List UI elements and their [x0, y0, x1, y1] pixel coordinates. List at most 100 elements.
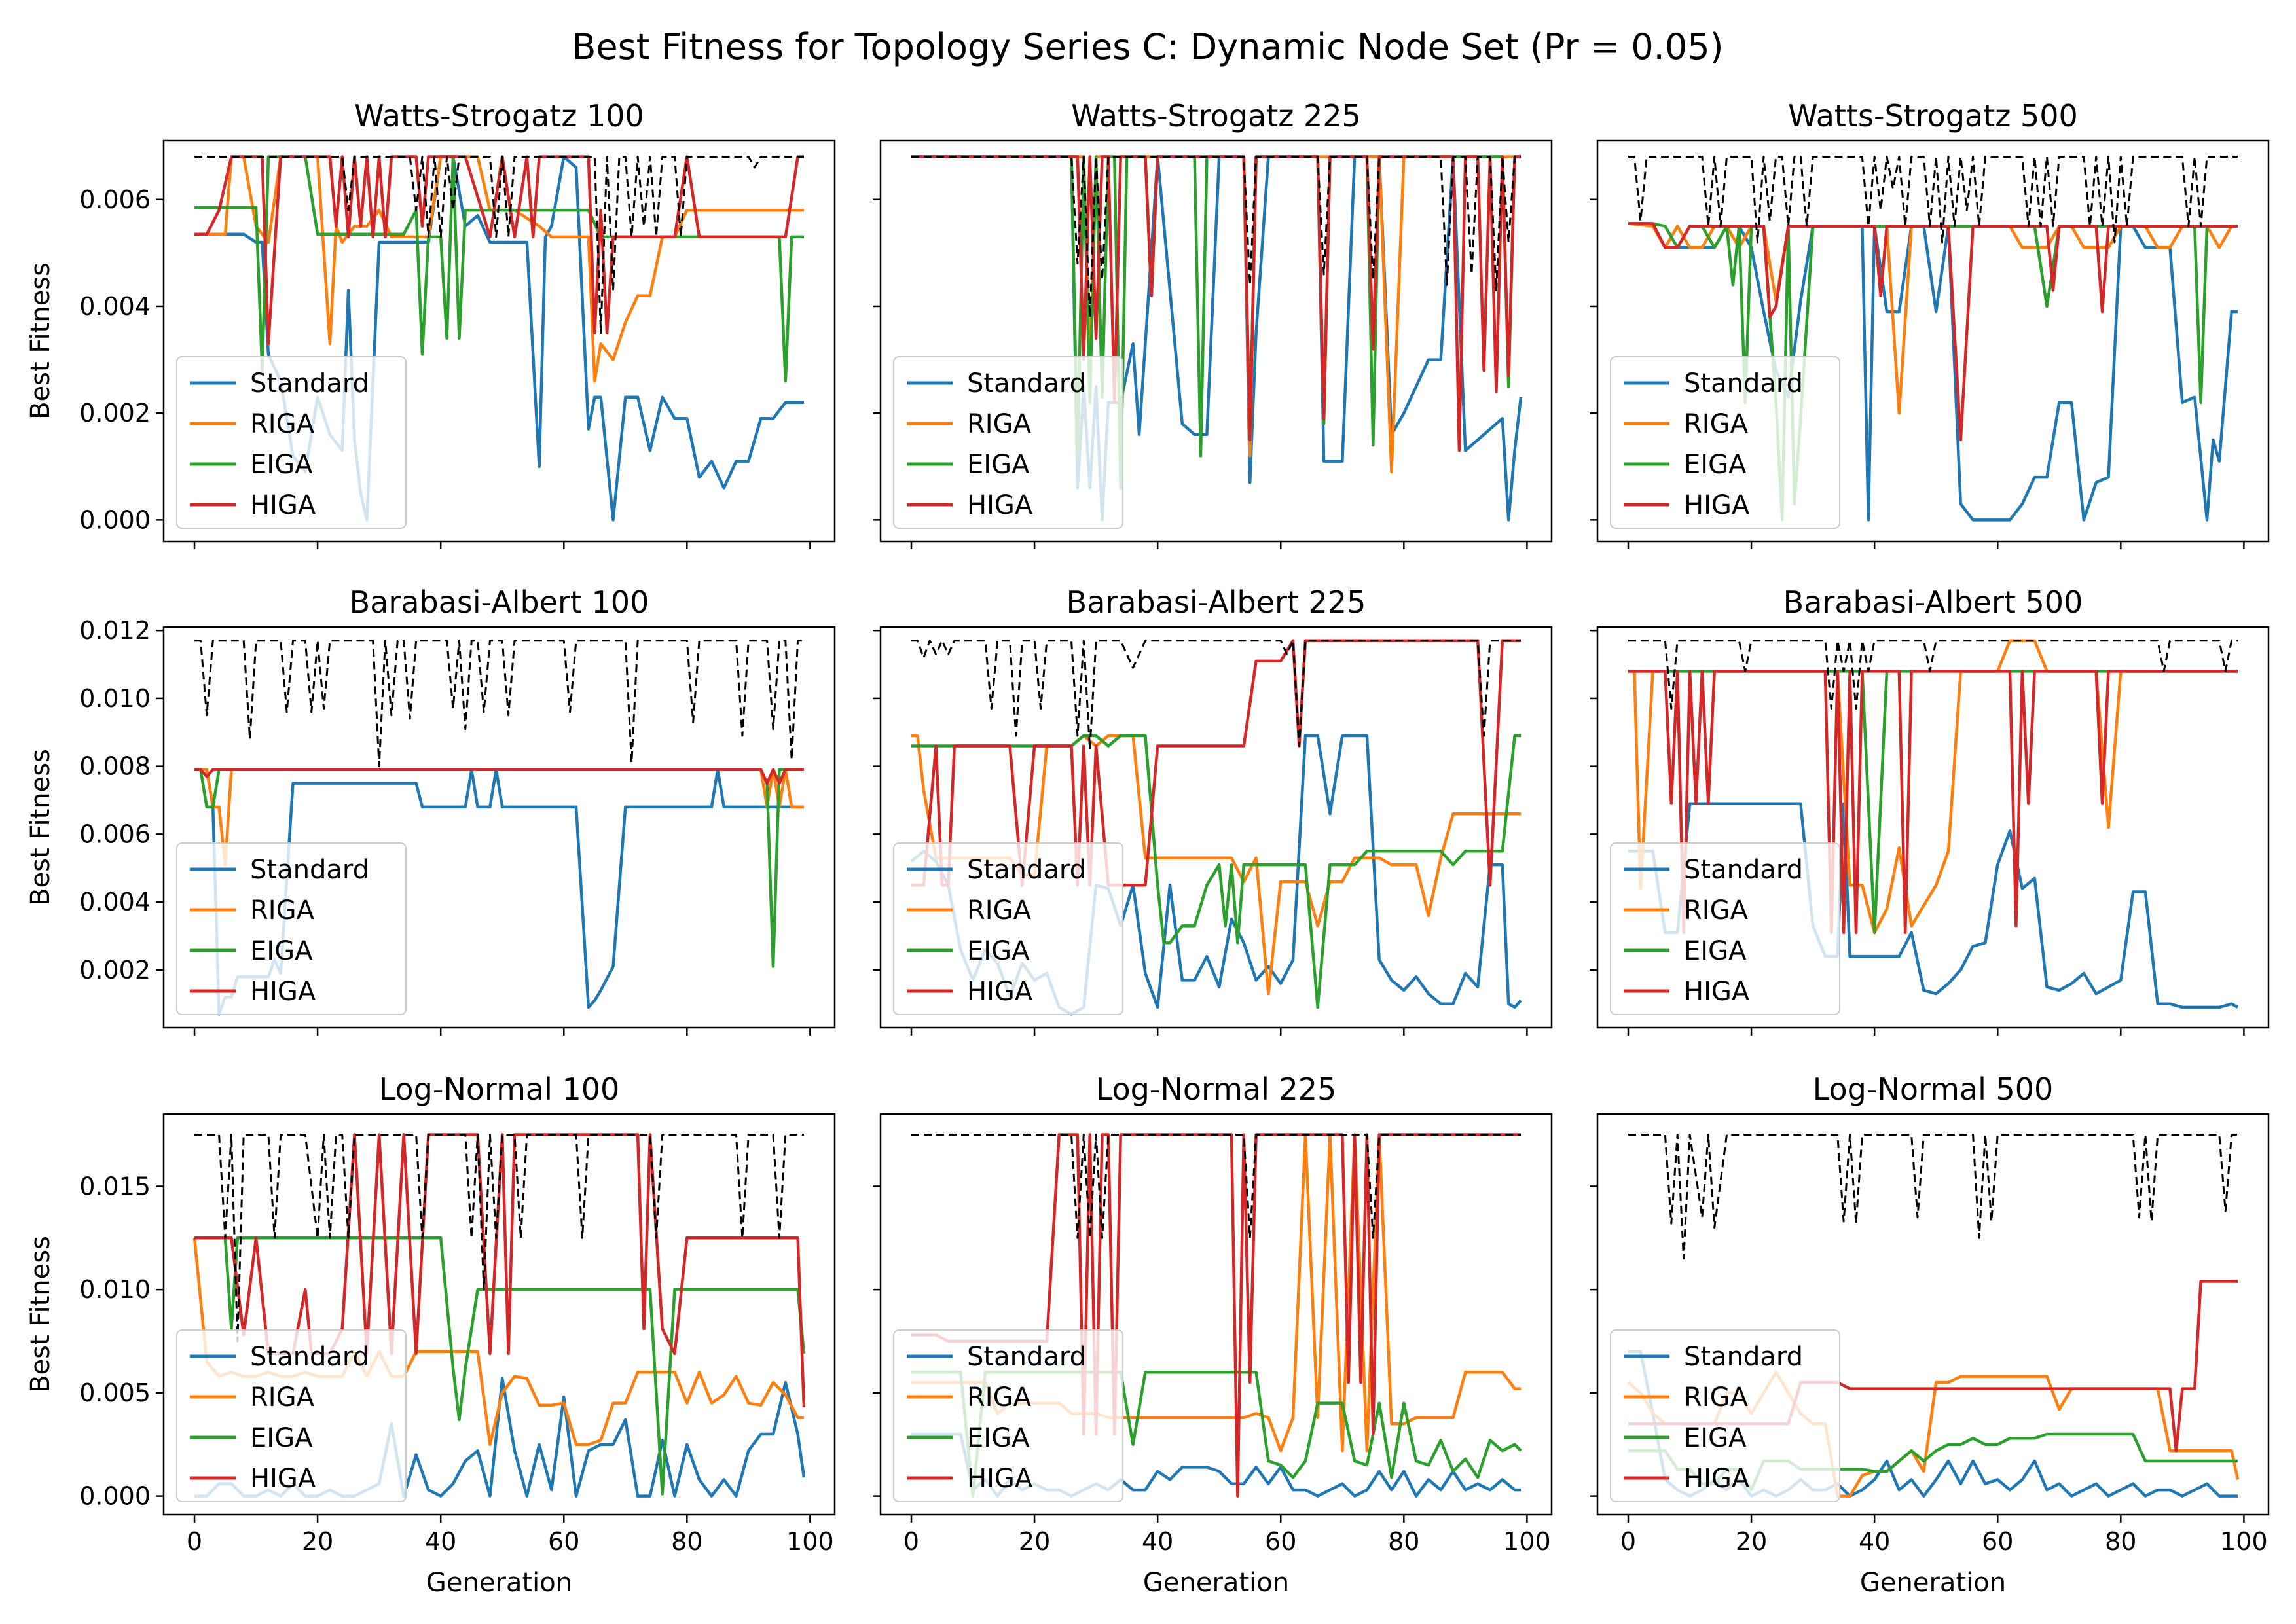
y-tick-label: 0.015	[79, 1172, 151, 1200]
series-line-higa	[194, 1133, 806, 1408]
axes-frame	[879, 139, 1553, 543]
series-line-max	[194, 156, 804, 334]
series-line-eiga	[911, 734, 1521, 1009]
x-tick-label: 60	[548, 1527, 579, 1556]
x-axis-label: Generation	[1860, 1568, 2006, 1598]
legend-label-standard: Standard	[967, 1342, 1086, 1372]
y-axis-label: Best Fitness	[26, 262, 56, 420]
series-line-max	[1628, 156, 2238, 244]
subplot-title: Watts-Strogatz 500	[1788, 98, 2078, 134]
legend-label-riga: RIGA	[967, 1382, 1032, 1413]
legend-label-eiga: EIGA	[967, 1423, 1030, 1453]
legend-label-standard: Standard	[250, 1342, 369, 1372]
subplot-watts-strogatz-100: Watts-Strogatz 100 0.000 0.002 0.004 0.006 Be…	[26, 98, 836, 549]
legend-box	[1610, 1329, 1840, 1502]
x-tick-label: 80	[1388, 1527, 1419, 1556]
legend-label-riga: RIGA	[967, 409, 1032, 439]
x-tick-label: 60	[1265, 1527, 1296, 1556]
y-tick-label: 0.000	[79, 505, 151, 534]
subplot-title: Barabasi-Albert 225	[1066, 585, 1366, 620]
y-tick-label: 0.000	[79, 1482, 151, 1511]
legend: Standard RIGA EIGA HIGA	[176, 356, 407, 529]
legend-box	[893, 1329, 1123, 1502]
legend: Standard RIGA EIGA HIGA	[893, 1329, 1123, 1502]
subplot-log-normal-225: Log-Normal 225 0 20 40 60 80 100 Generation Stan…	[873, 1072, 1553, 1598]
series-line-standard	[1628, 802, 2239, 1009]
legend-label-riga: RIGA	[250, 895, 315, 926]
legend-label-standard: Standard	[967, 369, 1086, 399]
legend-label-eiga: EIGA	[1684, 936, 1747, 966]
subplot-log-normal-100: Log-Normal 100 0 20 40 60 80 100 0.000 0.005 0.01…	[26, 1072, 836, 1598]
subplot-watts-strogatz-500: Watts-Strogatz 500 Standard RIGA EIGA HIGA	[1590, 98, 2270, 549]
legend-label-higa: HIGA	[1684, 977, 1750, 1007]
series-line-max	[911, 1134, 1521, 1239]
x-tick-label: 40	[1859, 1527, 1890, 1556]
series-line-max	[1628, 640, 2238, 710]
y-tick-label: 0.008	[79, 752, 151, 781]
legend: Standard RIGA EIGA HIGA	[1610, 356, 1840, 529]
legend-box	[893, 842, 1123, 1015]
series-group	[194, 640, 804, 1016]
x-tick-label: 40	[1142, 1527, 1173, 1556]
x-tick-label: 60	[1982, 1527, 2013, 1556]
legend-label-eiga: EIGA	[967, 936, 1030, 966]
x-tick-label: 20	[302, 1527, 333, 1556]
axes-frame	[879, 1113, 1553, 1516]
x-axis-label: Generation	[1143, 1568, 1289, 1598]
legend-box	[1610, 356, 1840, 529]
subplot-title: Log-Normal 100	[379, 1072, 620, 1107]
y-tick-label: 0.010	[79, 684, 151, 713]
legend-box	[1610, 842, 1840, 1015]
legend: Standard RIGA EIGA HIGA	[1610, 842, 1840, 1015]
y-tick-label: 0.006	[79, 185, 151, 214]
x-tick-label: 20	[1736, 1527, 1767, 1556]
series-group	[1628, 156, 2238, 522]
x-tick-label: 0	[187, 1527, 202, 1556]
subplot-title: Log-Normal 225	[1096, 1072, 1337, 1107]
series-line-max	[194, 1134, 804, 1343]
series-line-higa	[911, 155, 1521, 452]
series-line-max	[194, 640, 804, 768]
y-tick-label: 0.004	[79, 888, 151, 916]
y-tick-label: 0.010	[79, 1275, 151, 1304]
subplot-title: Barabasi-Albert 500	[1783, 585, 2083, 620]
legend-label-standard: Standard	[967, 855, 1086, 885]
legend: Standard RIGA EIGA HIGA	[893, 842, 1123, 1015]
legend-label-eiga: EIGA	[967, 450, 1030, 480]
subplot-barabasi-albert-100: Barabasi-Albert 100 0.002 0.004 0.006 0.008 0…	[26, 585, 836, 1036]
x-tick-label: 80	[2105, 1527, 2136, 1556]
axes-frame	[1596, 626, 2270, 1029]
subplot-log-normal-500: Log-Normal 500 0 20 40 60 80 100 Generation Stan…	[1590, 1072, 2270, 1598]
y-tick-label: 0.002	[79, 399, 151, 427]
legend-label-eiga: EIGA	[1684, 450, 1747, 480]
legend-label-higa: HIGA	[250, 490, 316, 520]
legend-label-higa: HIGA	[250, 1464, 316, 1494]
legend-label-standard: Standard	[1684, 1342, 1803, 1372]
legend: Standard RIGA EIGA HIGA	[893, 356, 1123, 529]
legend-label-higa: HIGA	[1684, 1464, 1750, 1494]
axes-frame	[1596, 139, 2270, 543]
series-line-higa	[1628, 670, 2238, 935]
series-group	[1628, 639, 2239, 1009]
subplot-barabasi-albert-225: Barabasi-Albert 225 Standard RIGA EIGA HIGA	[873, 585, 1553, 1036]
y-tick-label: 0.002	[79, 956, 151, 984]
subplot-title: Barabasi-Albert 100	[350, 585, 649, 620]
subplot-watts-strogatz-225: Watts-Strogatz 225 Standard RIGA EIGA HIGA	[873, 98, 1553, 549]
legend-box	[176, 842, 407, 1015]
legend-label-eiga: EIGA	[250, 936, 313, 966]
axes-frame	[162, 626, 836, 1029]
legend-box	[176, 1329, 407, 1502]
legend-box	[893, 356, 1123, 529]
y-tick-label: 0.006	[79, 820, 151, 848]
legend: Standard RIGA EIGA HIGA	[176, 842, 407, 1015]
legend-label-eiga: EIGA	[1684, 1423, 1747, 1453]
legend-label-riga: RIGA	[1684, 1382, 1749, 1413]
x-tick-label: 80	[671, 1527, 702, 1556]
legend-label-higa: HIGA	[967, 977, 1033, 1007]
legend-label-riga: RIGA	[250, 1382, 315, 1413]
y-tick-label: 0.004	[79, 292, 151, 321]
x-tick-label: 0	[1620, 1527, 1636, 1556]
legend: Standard RIGA EIGA HIGA	[1610, 1329, 1840, 1502]
axes-frame	[1596, 1113, 2270, 1516]
